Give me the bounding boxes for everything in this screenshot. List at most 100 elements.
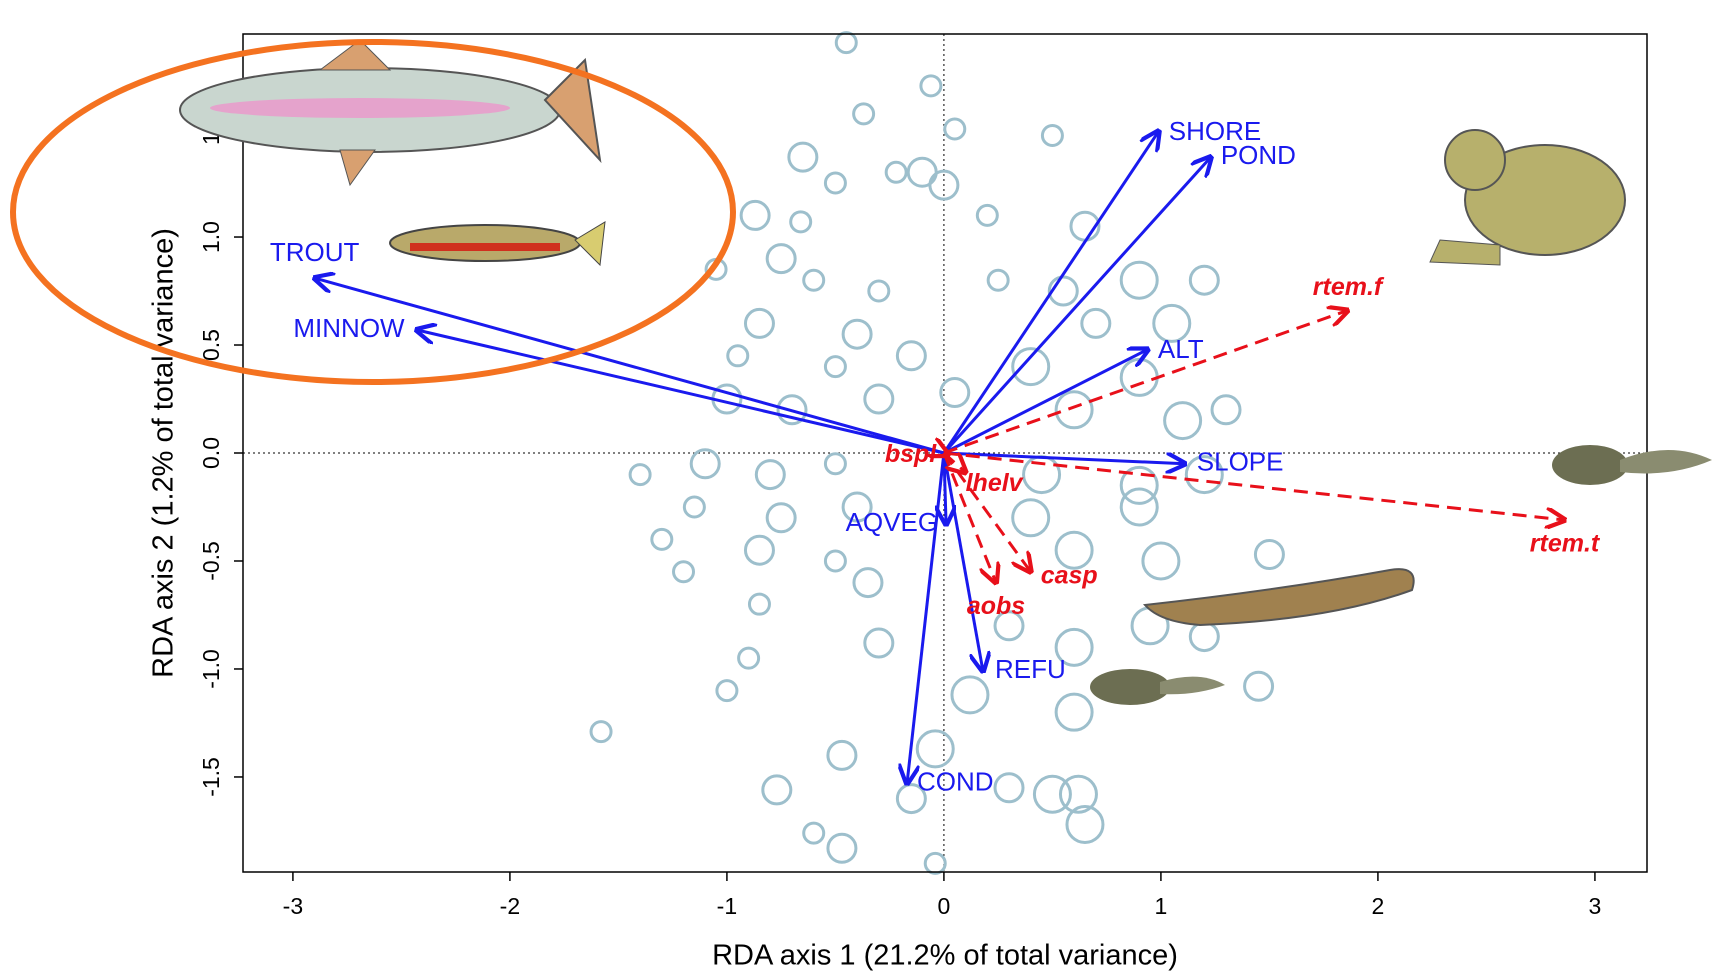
tadpole-icon <box>1552 445 1712 485</box>
site-point <box>589 720 613 744</box>
site-point <box>1152 303 1192 343</box>
site-point <box>765 502 797 534</box>
species-label: rtem.t <box>1530 530 1601 558</box>
x-tick-label: -2 <box>500 893 520 919</box>
site-point <box>776 394 808 426</box>
env-arrow <box>907 452 946 783</box>
site-point <box>852 102 876 126</box>
species-arrow <box>943 451 1565 520</box>
species-arrow <box>942 452 996 583</box>
site-point <box>1054 530 1094 570</box>
highlight-ellipse <box>10 39 736 385</box>
tadpole-icon-2 <box>1090 669 1225 705</box>
env-label: COND <box>917 766 994 796</box>
x-tick-label: -3 <box>283 893 303 919</box>
site-point <box>1163 401 1203 441</box>
site-point <box>789 210 813 234</box>
site-point <box>802 268 826 292</box>
site-point <box>834 31 858 55</box>
site-point <box>1119 260 1159 300</box>
site-point <box>943 117 967 141</box>
y-tick-label: 0.0 <box>198 437 224 469</box>
species-arrow <box>942 452 1031 572</box>
x-axis-title: RDA axis 1 (21.2% of total variance) <box>712 940 1178 972</box>
env-label: MINNOW <box>293 313 405 343</box>
env-arrow <box>315 278 945 455</box>
species-label: casp <box>1041 561 1098 589</box>
site-point <box>787 141 819 173</box>
site-point <box>923 851 947 875</box>
site-point <box>1011 347 1051 387</box>
site-point <box>993 772 1025 804</box>
env-label: SLOPE <box>1197 447 1284 477</box>
site-point <box>826 739 858 771</box>
site-point <box>939 377 971 409</box>
site-point <box>743 534 775 566</box>
site-point <box>826 832 858 864</box>
site-point <box>715 679 739 703</box>
site-point <box>1080 307 1112 339</box>
site-point <box>863 383 895 415</box>
env-arrow <box>942 157 1211 455</box>
y-tick-label: 1.0 <box>198 221 224 253</box>
frog-icon <box>1429 129 1626 266</box>
env-arrow <box>944 452 946 524</box>
site-point <box>802 821 826 845</box>
site-point <box>689 448 721 480</box>
site-point <box>975 203 999 227</box>
site-point <box>726 344 750 368</box>
site-point <box>1058 774 1098 814</box>
site-point <box>823 452 847 476</box>
env-label: AQVEG <box>846 507 938 537</box>
env-label: POND <box>1221 140 1296 170</box>
species-label: bspl <box>885 440 937 468</box>
site-point <box>1054 627 1094 667</box>
species-label: lhelv <box>966 469 1025 497</box>
site-point <box>863 627 895 659</box>
site-point <box>628 463 652 487</box>
site-point <box>906 156 938 188</box>
species-label: rtem.f <box>1313 273 1385 301</box>
species-arrow <box>943 310 1348 455</box>
site-point <box>1119 487 1159 527</box>
x-tick-label: 2 <box>1372 893 1385 919</box>
site-point <box>1040 124 1064 148</box>
site-point <box>747 592 771 616</box>
site-point <box>765 243 797 275</box>
site-point <box>919 74 943 98</box>
site-point <box>852 567 884 599</box>
env-arrow <box>417 330 945 455</box>
site-point <box>895 340 927 372</box>
env-arrow <box>942 452 983 671</box>
y-tick-label: -0.5 <box>198 541 224 581</box>
x-tick-label: 0 <box>938 893 951 919</box>
site-point <box>743 307 775 339</box>
illustrations <box>10 39 1712 705</box>
site-point <box>915 729 955 769</box>
site-point <box>950 675 990 715</box>
site-point <box>1119 465 1159 505</box>
env-arrow <box>942 131 1159 454</box>
x-tick-label: -1 <box>717 893 737 919</box>
env-label: ALT <box>1158 334 1204 364</box>
site-point <box>1011 498 1051 538</box>
minnow-icon <box>389 221 606 267</box>
site-point <box>823 549 847 573</box>
site-point <box>1243 670 1275 702</box>
env-label: SHORE <box>1169 116 1261 146</box>
env-arrow <box>943 349 1148 455</box>
site-point <box>737 646 761 670</box>
site-point <box>823 171 847 195</box>
y-tick-label: -1.0 <box>198 649 224 689</box>
x-tick-label: 3 <box>1589 893 1602 919</box>
site-point <box>841 318 873 350</box>
env-arrow <box>943 451 1185 464</box>
site-point <box>1054 390 1094 430</box>
site-point <box>1119 357 1159 397</box>
site-point <box>884 160 908 184</box>
site-point <box>1253 539 1285 571</box>
site-point <box>761 774 793 806</box>
env-label: REFU <box>995 654 1066 684</box>
site-point <box>1022 455 1062 495</box>
